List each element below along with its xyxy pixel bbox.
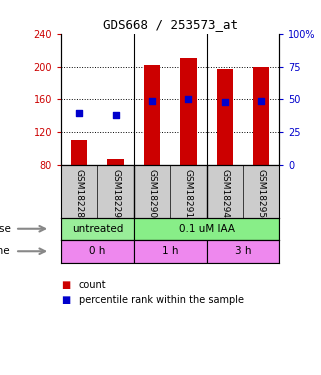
Text: 0 h: 0 h	[89, 246, 106, 256]
Text: GSM18294: GSM18294	[220, 169, 229, 218]
Text: untreated: untreated	[72, 224, 123, 234]
Text: GSM18228: GSM18228	[75, 169, 84, 218]
Text: 1 h: 1 h	[162, 246, 178, 256]
Text: ■: ■	[61, 280, 70, 290]
Point	[258, 98, 264, 104]
Bar	[71, 140, 87, 165]
Text: GSM18229: GSM18229	[111, 169, 120, 218]
Bar	[180, 58, 196, 165]
Point	[77, 110, 82, 116]
Bar	[61, 217, 134, 240]
Text: GSM18290: GSM18290	[147, 169, 156, 218]
Bar	[134, 240, 206, 262]
Text: ■: ■	[61, 295, 70, 305]
Text: time: time	[0, 246, 11, 256]
Text: 3 h: 3 h	[235, 246, 251, 256]
Point	[186, 96, 191, 102]
Bar	[253, 67, 269, 165]
Bar	[107, 159, 124, 165]
Text: dose: dose	[0, 224, 11, 234]
Bar	[216, 69, 233, 165]
Point	[222, 99, 227, 105]
Text: GSM18295: GSM18295	[256, 169, 265, 218]
Text: 0.1 uM IAA: 0.1 uM IAA	[178, 224, 235, 234]
Bar	[61, 240, 134, 262]
Point	[113, 112, 118, 118]
Point	[149, 98, 154, 104]
Text: GSM18291: GSM18291	[184, 169, 193, 218]
Bar	[206, 240, 279, 262]
Text: percentile rank within the sample: percentile rank within the sample	[79, 295, 244, 305]
Title: GDS668 / 253573_at: GDS668 / 253573_at	[103, 18, 238, 31]
Text: count: count	[79, 280, 106, 290]
Bar	[134, 217, 279, 240]
Bar	[144, 65, 160, 165]
